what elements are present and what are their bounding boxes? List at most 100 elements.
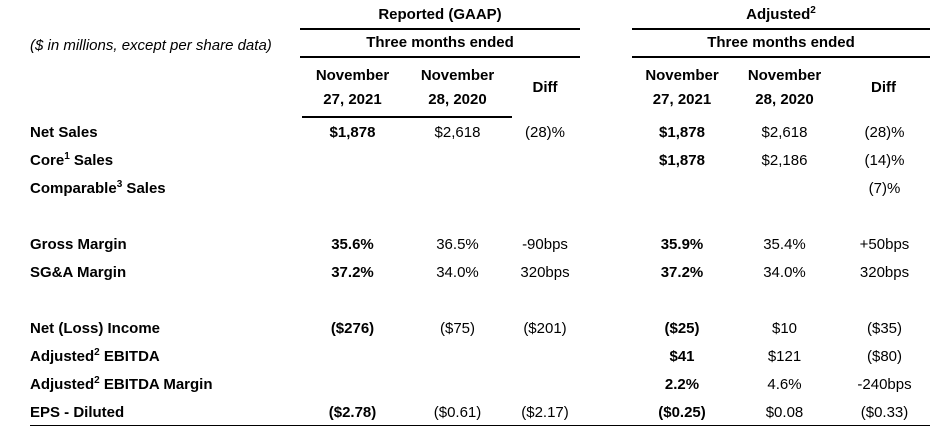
reported-col-2021-header: November 27, 2021 <box>300 64 405 112</box>
adjusted-group-title: Adjusted2 <box>632 6 930 30</box>
row-label: Adjusted2 EBITDA <box>0 346 300 365</box>
adjusted-2021-value: ($25) <box>664 319 700 337</box>
adjusted-diff-header: Diff <box>871 79 896 96</box>
row-label-text: Net (Loss) Income <box>30 319 161 337</box>
row-label-suffix: EBITDA <box>99 347 160 365</box>
adjusted-2020-value: $2,186 <box>761 151 808 169</box>
row-label-text: Net Sales <box>30 123 98 141</box>
reported-diff-value: 320bps <box>520 263 570 281</box>
reported-2020-value: ($0.61) <box>433 403 482 421</box>
adjusted-diff-value: ($80) <box>866 347 903 365</box>
table-row-adjusted-ebitda-margin: Adjusted2 EBITDA Margin 2.2% 4.6% -240bp… <box>0 370 932 398</box>
adjusted-title-superscript: 2 <box>810 5 816 16</box>
adjusted-diff-value: -240bps <box>857 375 912 393</box>
reported-group-header: Reported (GAAP) Three months ended Novem… <box>300 6 580 112</box>
adjusted-2021-value: 37.2% <box>660 263 704 281</box>
table-bottom-rule <box>30 425 930 426</box>
table-row-net-loss-income: Net (Loss) Income ($276) ($75) ($201) ($… <box>0 314 932 342</box>
reported-2020-value: $2,618 <box>434 123 481 141</box>
adjusted-2021-value: $41 <box>669 347 695 365</box>
adjusted-col-2020-header: November 28, 2020 <box>732 64 837 112</box>
table-row-sga-margin: SG&A Margin 37.2% 34.0% 320bps 37.2% 34.… <box>0 258 932 286</box>
adjusted-diff-value: (14)% <box>864 151 905 169</box>
reported-col-2021-line1: November <box>315 67 390 84</box>
adjusted-2020-value: $0.08 <box>765 403 804 421</box>
row-label-text: Core <box>30 151 65 169</box>
reported-diff-header: Diff <box>532 79 558 96</box>
units-note: ($ in millions, except per share data) <box>30 37 272 54</box>
reported-2021-value: ($276) <box>330 319 375 337</box>
adjusted-2020-value: $2,618 <box>761 123 808 141</box>
reported-diff-value: ($201) <box>523 319 567 337</box>
row-label-text: Comparable <box>30 179 117 197</box>
row-label-superscript: 2 <box>94 374 100 386</box>
table-row-comparable-sales: Comparable3 Sales (7)% <box>0 174 932 202</box>
table-row-core-sales: Core1 Sales $1,878 $2,186 (14)% <box>0 146 932 174</box>
reported-2021-value: ($2.78) <box>328 403 377 421</box>
adjusted-col-2021-line1: November <box>645 67 719 84</box>
adjusted-col-2020-line2: 28, 2020 <box>755 91 814 108</box>
reported-2021-value: 37.2% <box>331 263 374 281</box>
row-label-superscript: 2 <box>94 346 100 358</box>
row-label-suffix: EBITDA Margin <box>99 375 213 393</box>
reported-2021-value: 35.6% <box>331 235 374 253</box>
reported-col-2020-line1: November <box>420 67 495 84</box>
adjusted-col-2020-line1: November <box>747 67 822 84</box>
reported-col-2020-header: November 28, 2020 <box>405 64 510 112</box>
adjusted-2020-value: $10 <box>771 319 798 337</box>
row-label-text: Gross Margin <box>30 235 127 253</box>
adjusted-2020-value: 34.0% <box>763 263 806 281</box>
reported-col-2021-line2: 27, 2021 <box>323 91 382 108</box>
row-label: Net (Loss) Income <box>0 320 300 337</box>
row-label: Gross Margin <box>0 236 300 253</box>
reported-2020-value: 34.0% <box>436 263 479 281</box>
adjusted-diff-value: (7)% <box>868 179 901 197</box>
row-label: Comparable3 Sales <box>0 178 300 197</box>
row-label: Net Sales <box>0 124 300 141</box>
table-row-eps-diluted: EPS - Diluted ($2.78) ($0.61) ($2.17) ($… <box>0 398 932 426</box>
adjusted-diff-value: ($35) <box>866 319 903 337</box>
adjusted-2020-value: 35.4% <box>763 235 806 253</box>
row-label-text: SG&A Margin <box>30 263 127 281</box>
adjusted-diff-value: ($0.33) <box>860 403 909 421</box>
reported-title-text: Reported (GAAP) <box>378 6 502 23</box>
reported-date-header-row: November 27, 2021 November 28, 2020 Diff <box>300 58 580 112</box>
table-row-gross-margin: Gross Margin 35.6% 36.5% -90bps 35.9% 35… <box>0 230 932 258</box>
adjusted-group-header: Adjusted2 Three months ended November 27… <box>632 6 930 112</box>
adjusted-diff-value: (28)% <box>864 123 905 141</box>
row-label-superscript: 3 <box>116 178 123 190</box>
table-body: Net Sales $1,878 $2,618 (28)% $1,878 $2,… <box>0 118 932 426</box>
reported-diff-value: -90bps <box>522 235 568 253</box>
reported-2021-value: $1,878 <box>329 123 376 141</box>
table-row-adjusted-ebitda: Adjusted2 EBITDA $41 $121 ($80) <box>0 342 932 370</box>
row-label-text: EPS - Diluted <box>30 403 125 421</box>
adjusted-2020-value: $121 <box>767 347 802 365</box>
row-label: Core1 Sales <box>0 151 300 169</box>
adjusted-title-text: Adjusted <box>746 6 811 23</box>
table-row-net-sales: Net Sales $1,878 $2,618 (28)% $1,878 $2,… <box>0 118 932 146</box>
row-label-text: Adjusted <box>30 375 95 393</box>
row-label: Adjusted2 EBITDA Margin <box>0 374 300 393</box>
reported-diff-value: (28)% <box>524 123 565 141</box>
row-label-suffix: Sales <box>122 179 166 197</box>
row-label-suffix: Sales <box>69 151 114 169</box>
reported-2020-value: ($75) <box>439 319 476 337</box>
row-label-text: Adjusted <box>30 347 95 365</box>
adjusted-col-2021-line2: 27, 2021 <box>652 91 712 108</box>
adjusted-date-header-row: November 27, 2021 November 28, 2020 Diff <box>632 58 930 112</box>
reported-2020-value: 36.5% <box>436 235 479 253</box>
reported-group-title: Reported (GAAP) <box>300 6 580 30</box>
adjusted-2021-value: $1,878 <box>659 123 705 141</box>
adjusted-2021-value: $1,878 <box>659 151 705 169</box>
reported-period-subtitle: Three months ended <box>300 30 580 58</box>
adjusted-col-2021-header: November 27, 2021 <box>632 64 732 112</box>
adjusted-2021-value: 2.2% <box>664 375 700 393</box>
reported-col-2020-line2: 28, 2020 <box>428 91 487 108</box>
adjusted-2020-value: 4.6% <box>767 375 802 393</box>
adjusted-2021-value: ($0.25) <box>658 403 706 421</box>
reported-diff-value: ($2.17) <box>521 403 569 421</box>
adjusted-diff-value: 320bps <box>859 263 910 281</box>
row-label: SG&A Margin <box>0 264 300 281</box>
adjusted-period-subtitle: Three months ended <box>632 30 930 58</box>
